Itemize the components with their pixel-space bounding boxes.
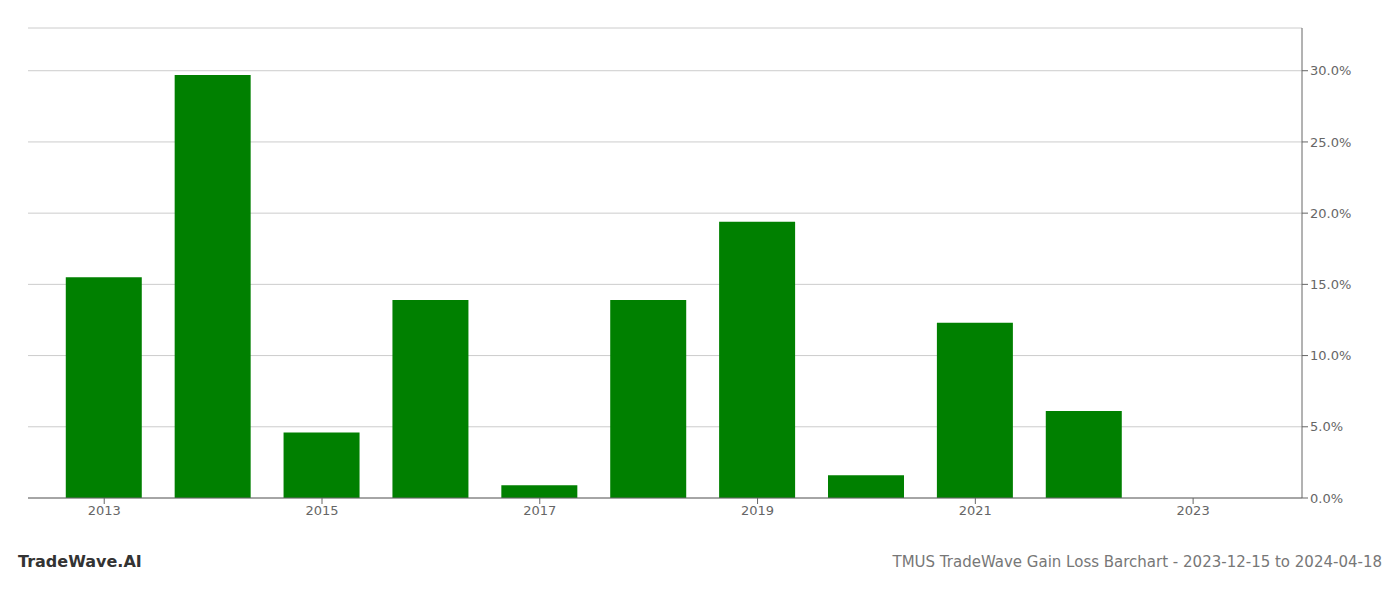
svg-text:2019: 2019 (741, 503, 774, 518)
svg-text:10.0%: 10.0% (1310, 348, 1351, 363)
svg-text:5.0%: 5.0% (1310, 419, 1343, 434)
svg-text:2017: 2017 (523, 503, 556, 518)
svg-text:2013: 2013 (88, 503, 121, 518)
html-text:TMUS TradeWave Gain Loss Barch: TMUS TradeWave Gain Loss Barchart - 2023… (892, 553, 1382, 571)
svg-text:0.0%: 0.0% (1310, 491, 1343, 506)
html-text:TradeWave.AI: TradeWave.AI (18, 552, 142, 571)
svg-text:25.0%: 25.0% (1310, 135, 1351, 150)
svg-text:20.0%: 20.0% (1310, 206, 1351, 221)
svg-text:2021: 2021 (959, 503, 992, 518)
svg-text:15.0%: 15.0% (1310, 277, 1351, 292)
svg-text:30.0%: 30.0% (1310, 63, 1351, 78)
svg-text:2015: 2015 (305, 503, 338, 518)
svg-text:2023: 2023 (1177, 503, 1210, 518)
